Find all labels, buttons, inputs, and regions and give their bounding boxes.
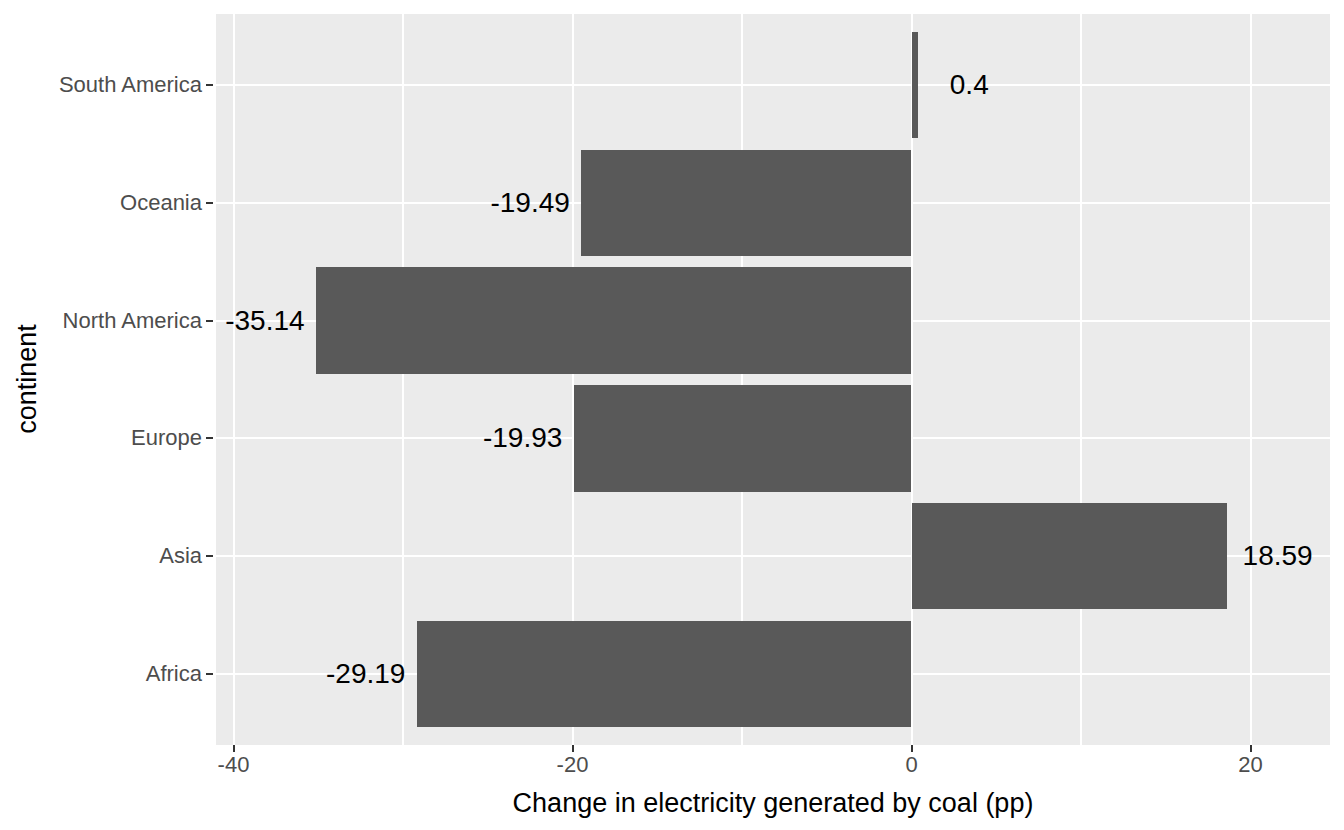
bar-value-label: 18.59 xyxy=(1243,540,1313,572)
y-axis-tick xyxy=(206,673,213,675)
bar-value-label: -35.14 xyxy=(225,305,304,337)
gridline-minor-vertical xyxy=(1080,14,1082,745)
x-axis-tick xyxy=(572,745,574,752)
y-axis-label: Asia xyxy=(0,543,202,569)
y-axis-tick xyxy=(206,437,213,439)
bar xyxy=(316,267,912,373)
bar-value-label: -19.93 xyxy=(483,422,562,454)
x-axis-tick xyxy=(233,745,235,752)
x-axis-tick-label: 20 xyxy=(1238,752,1262,778)
y-axis-tick xyxy=(206,202,213,204)
y-axis-label: South America xyxy=(0,72,202,98)
x-axis-tick-label: 0 xyxy=(905,752,917,778)
x-axis-tick xyxy=(1250,745,1252,752)
bar-value-label: -19.49 xyxy=(490,187,569,219)
y-axis-tick xyxy=(206,320,213,322)
x-axis-tick-label: -40 xyxy=(218,752,250,778)
bar xyxy=(574,385,912,491)
bar xyxy=(417,621,912,727)
gridline-minor-vertical xyxy=(402,14,404,745)
gridline-major-vertical xyxy=(1250,14,1252,745)
gridline-major-vertical xyxy=(233,14,235,745)
bar xyxy=(581,150,911,256)
bar xyxy=(912,32,919,138)
bar-value-label: 0.4 xyxy=(950,69,989,101)
gridline-major-horizontal xyxy=(216,84,1330,86)
y-axis-title: continent xyxy=(12,324,43,434)
x-axis-title: Change in electricity generated by coal … xyxy=(513,788,1034,819)
y-axis-label: North America xyxy=(0,308,202,334)
y-axis-tick xyxy=(206,84,213,86)
y-axis-label: Oceania xyxy=(0,190,202,216)
y-axis-label: Africa xyxy=(0,661,202,687)
y-axis-label: Europe xyxy=(0,425,202,451)
bar-chart: continent Change in electricity generate… xyxy=(0,0,1344,830)
y-axis-tick xyxy=(206,555,213,557)
x-axis-tick xyxy=(911,745,913,752)
x-axis-tick-label: -20 xyxy=(557,752,589,778)
bar xyxy=(912,503,1227,609)
bar-value-label: -29.19 xyxy=(326,658,405,690)
